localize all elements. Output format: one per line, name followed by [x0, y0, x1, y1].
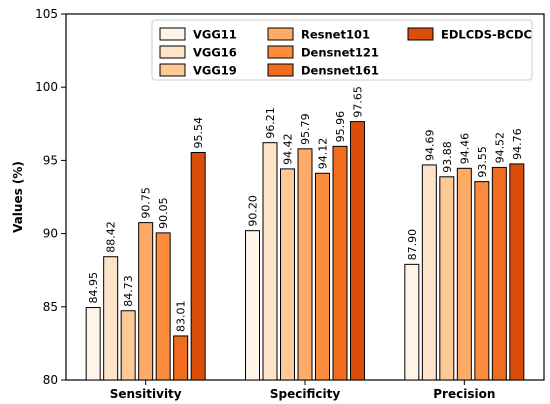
bar	[297, 148, 313, 381]
y-tick-label: 80	[43, 373, 58, 387]
bars-group	[85, 121, 525, 381]
data-label: 94.46	[458, 133, 471, 165]
legend-box	[151, 19, 533, 81]
bar	[404, 263, 420, 381]
x-category-label: Specificity	[270, 387, 340, 401]
legend-swatch	[267, 27, 294, 41]
data-label: 94.52	[493, 132, 506, 164]
data-label: 94.69	[423, 129, 436, 161]
bar	[491, 166, 507, 381]
legend-label: EDLCDS-BCDC	[441, 28, 532, 42]
data-label: 88.42	[105, 221, 118, 253]
y-tick-label: 100	[35, 80, 58, 94]
bar	[474, 181, 490, 381]
bar	[280, 168, 295, 381]
bar	[120, 310, 136, 381]
data-label: 95.79	[299, 113, 312, 145]
x-category-label: Precision	[433, 387, 495, 401]
bar	[85, 307, 101, 381]
data-label: 87.90	[406, 229, 419, 261]
y-tick-label: 90	[43, 227, 58, 241]
bar	[350, 121, 365, 381]
legend-label: Resnet101	[301, 28, 370, 42]
x-axis: Sensitivity Specificity Precision	[110, 380, 495, 401]
bar	[332, 145, 348, 381]
data-label: 90.20	[247, 195, 260, 227]
x-category-label: Sensitivity	[110, 387, 182, 401]
legend-swatch	[267, 45, 294, 59]
data-label: 95.54	[192, 117, 205, 149]
data-label: 95.96	[334, 111, 347, 143]
bar	[103, 256, 119, 381]
legend-label: Densnet161	[301, 64, 379, 78]
bar	[456, 167, 472, 381]
legend-label: Densnet121	[301, 46, 379, 60]
data-label: 94.42	[282, 133, 295, 165]
data-label: 93.88	[441, 141, 454, 173]
legend-swatch	[159, 63, 186, 77]
legend: VGG11 VGG16 VGG19 Resnet101 Densnet121 Densne…	[151, 19, 533, 81]
data-label: 97.65	[352, 86, 365, 118]
legend-swatch	[159, 27, 186, 41]
bar	[315, 172, 330, 381]
legend-swatch	[267, 63, 294, 77]
legend-label: VGG19	[193, 64, 237, 78]
bar	[245, 230, 260, 381]
bar	[190, 151, 206, 381]
y-axis-title: Values (%)	[11, 161, 25, 233]
y-tick-label: 105	[35, 7, 58, 21]
data-label: 94.12	[317, 138, 330, 170]
data-label: 83.01	[175, 300, 188, 332]
data-label: 96.21	[264, 107, 277, 139]
bar	[509, 163, 525, 381]
bar	[173, 335, 189, 381]
data-label: 90.75	[140, 187, 153, 219]
data-labels-group: 84.95 88.42 84.73 90.75 90.05 83.01 95.54 90.20…	[87, 86, 524, 332]
data-label: 90.05	[157, 197, 170, 229]
y-tick-label: 95	[43, 153, 58, 167]
legend-label: VGG16	[193, 46, 237, 60]
bar	[421, 164, 437, 381]
y-tick-label: 85	[43, 300, 58, 314]
data-label: 84.95	[87, 272, 100, 304]
data-label: 94.76	[511, 128, 524, 160]
data-label: 84.73	[122, 275, 135, 307]
bar	[262, 142, 278, 381]
bar	[439, 176, 455, 381]
legend-label: VGG11	[193, 28, 237, 42]
bar	[155, 232, 171, 381]
data-label: 93.55	[476, 146, 489, 178]
legend-swatch	[407, 27, 434, 41]
y-axis: 80 85 90 95 100 105	[35, 7, 66, 387]
bar	[138, 222, 154, 381]
legend-swatch	[159, 45, 186, 59]
